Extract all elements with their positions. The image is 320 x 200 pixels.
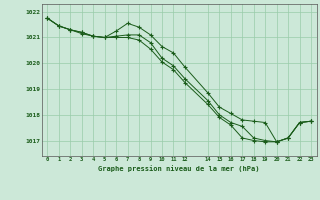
- X-axis label: Graphe pression niveau de la mer (hPa): Graphe pression niveau de la mer (hPa): [99, 165, 260, 172]
